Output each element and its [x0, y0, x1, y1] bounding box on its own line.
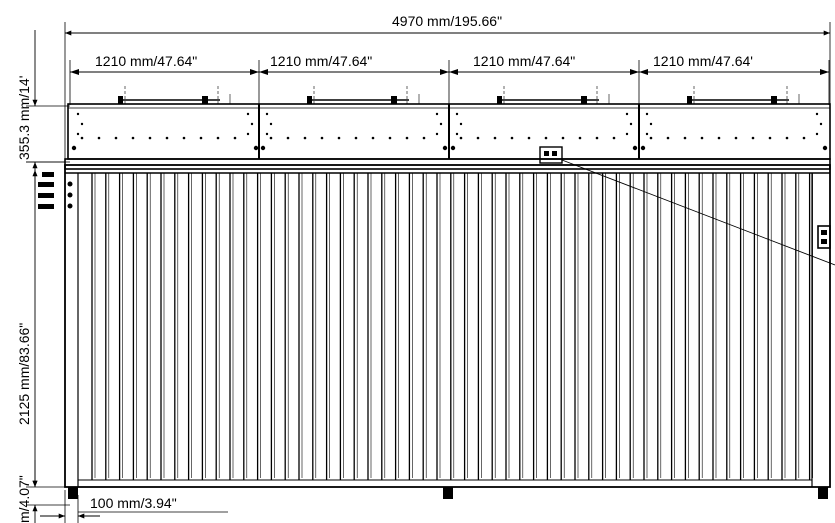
overall-width-label: 4970 mm/195.66" — [392, 13, 502, 29]
overall-width-dimension: 4970 mm/195.66" — [64, 13, 831, 160]
module-1-width-label: 1210 mm/47.64" — [95, 53, 197, 69]
module-4-width-label: 1210 mm/47.64' — [653, 53, 753, 69]
top-height-label: 355.3 mm/14' — [16, 76, 32, 160]
cabinet-feet — [68, 487, 828, 499]
module-3-width-label: 1210 mm/47.64" — [473, 53, 575, 69]
foot-offset-label: 100 mm/3.94" — [90, 495, 177, 511]
module-width-dimensions: 1210 mm/47.64" 1210 mm/47.64" 1210 mm/47… — [69, 53, 830, 105]
foot-offset-dimension: 100 mm/3.94" — [40, 490, 228, 523]
body-height-label: 2125 mm/83.66" — [16, 323, 32, 425]
top-height-dimension: 355.3 mm/14' — [16, 30, 70, 190]
cabinet-body — [38, 164, 831, 488]
body-height-dimension: 2125 mm/83.66" — [16, 161, 65, 488]
foot-height-label: m/4.07" — [16, 475, 32, 523]
module-2-width-label: 1210 mm/47.64" — [270, 53, 372, 69]
foot-height-dimension: m/4.07" — [16, 460, 70, 523]
